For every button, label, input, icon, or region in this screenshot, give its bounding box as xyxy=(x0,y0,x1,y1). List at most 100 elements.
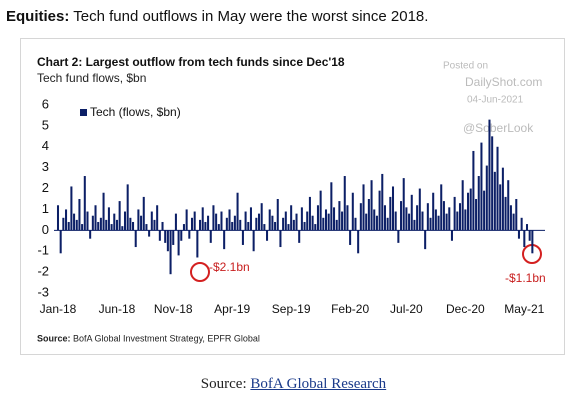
bar xyxy=(316,205,319,231)
bar xyxy=(62,217,65,231)
y-tick-label: 4 xyxy=(42,138,49,153)
x-tick-label: Jul-20 xyxy=(390,302,423,316)
bar xyxy=(383,205,386,231)
bar xyxy=(432,192,435,231)
bar xyxy=(239,219,242,231)
bar xyxy=(142,196,145,231)
bar xyxy=(343,176,346,231)
bar xyxy=(515,199,518,231)
bar xyxy=(367,199,370,231)
bar xyxy=(453,196,456,231)
bar xyxy=(115,219,118,231)
bar xyxy=(324,209,328,231)
caption-link[interactable]: BofA Global Research xyxy=(250,376,387,392)
bar xyxy=(426,203,429,231)
bar xyxy=(148,230,151,237)
bar xyxy=(488,119,491,231)
bar xyxy=(499,184,502,231)
bar xyxy=(394,211,397,231)
chart-title: Chart 2: Largest outflow from tech funds… xyxy=(37,55,345,69)
bar xyxy=(504,196,507,231)
bar xyxy=(59,230,62,254)
bar xyxy=(177,230,180,256)
x-tick-label: Sep-19 xyxy=(272,302,311,316)
bar xyxy=(260,203,263,231)
bar xyxy=(333,207,336,231)
bar xyxy=(354,217,357,231)
bar xyxy=(169,230,172,275)
bar xyxy=(335,219,338,231)
bar xyxy=(70,186,73,231)
bar xyxy=(523,230,526,248)
bar xyxy=(525,224,529,231)
bar xyxy=(81,224,84,231)
bar xyxy=(121,226,124,231)
bar xyxy=(528,230,531,241)
bar xyxy=(437,215,440,231)
bar xyxy=(410,194,413,231)
source-label: Source: xyxy=(37,333,71,343)
bar xyxy=(389,196,392,231)
bar xyxy=(509,205,512,231)
bar xyxy=(279,230,282,248)
bar xyxy=(75,219,78,231)
bar xyxy=(330,182,333,231)
bar xyxy=(373,209,376,231)
bar xyxy=(512,213,515,231)
bar xyxy=(99,217,102,231)
bar xyxy=(306,211,309,231)
bar xyxy=(118,201,121,231)
bar xyxy=(174,213,177,231)
bar xyxy=(225,217,228,231)
bar xyxy=(458,203,462,231)
bar xyxy=(204,221,207,231)
bar xyxy=(105,219,108,231)
y-tick-label: 0 xyxy=(42,222,49,237)
bar xyxy=(400,201,403,231)
header-text: Tech fund outflows in May were the worst… xyxy=(73,8,429,25)
bar xyxy=(231,221,234,231)
bar xyxy=(300,207,303,231)
bar xyxy=(405,207,408,231)
bar xyxy=(418,188,421,231)
bar xyxy=(349,230,352,245)
bar xyxy=(209,230,212,243)
watermark: Posted on xyxy=(443,61,488,72)
bar xyxy=(469,188,472,231)
bar xyxy=(477,176,480,231)
bar xyxy=(65,209,68,231)
bar xyxy=(129,217,132,231)
bar xyxy=(295,213,298,231)
bar xyxy=(217,224,220,231)
bar xyxy=(485,165,488,231)
bar xyxy=(166,230,169,252)
bar xyxy=(89,230,92,239)
bar xyxy=(172,230,175,245)
bar xyxy=(102,192,105,231)
bar xyxy=(201,207,204,231)
bar xyxy=(434,209,437,231)
bar xyxy=(402,178,405,231)
bar xyxy=(161,221,164,231)
bar xyxy=(531,230,534,254)
annotation: -$1.1bn xyxy=(505,271,546,285)
bar xyxy=(464,209,467,231)
bar xyxy=(475,199,478,231)
bar xyxy=(351,192,354,231)
bar xyxy=(233,215,236,231)
bar xyxy=(156,205,159,231)
source-text: BofA Global Investment Strategy, EPFR Gl… xyxy=(73,333,260,343)
bar xyxy=(319,190,322,231)
bar xyxy=(73,213,76,231)
y-tick-label: 6 xyxy=(42,96,49,111)
bar xyxy=(255,217,258,231)
bar xyxy=(236,192,239,231)
bar xyxy=(241,230,244,245)
bar xyxy=(257,213,261,231)
bar xyxy=(442,201,445,231)
bar xyxy=(140,215,143,231)
annotation: -$2.1bn xyxy=(209,260,250,274)
bar xyxy=(215,213,218,231)
bar xyxy=(378,190,381,231)
